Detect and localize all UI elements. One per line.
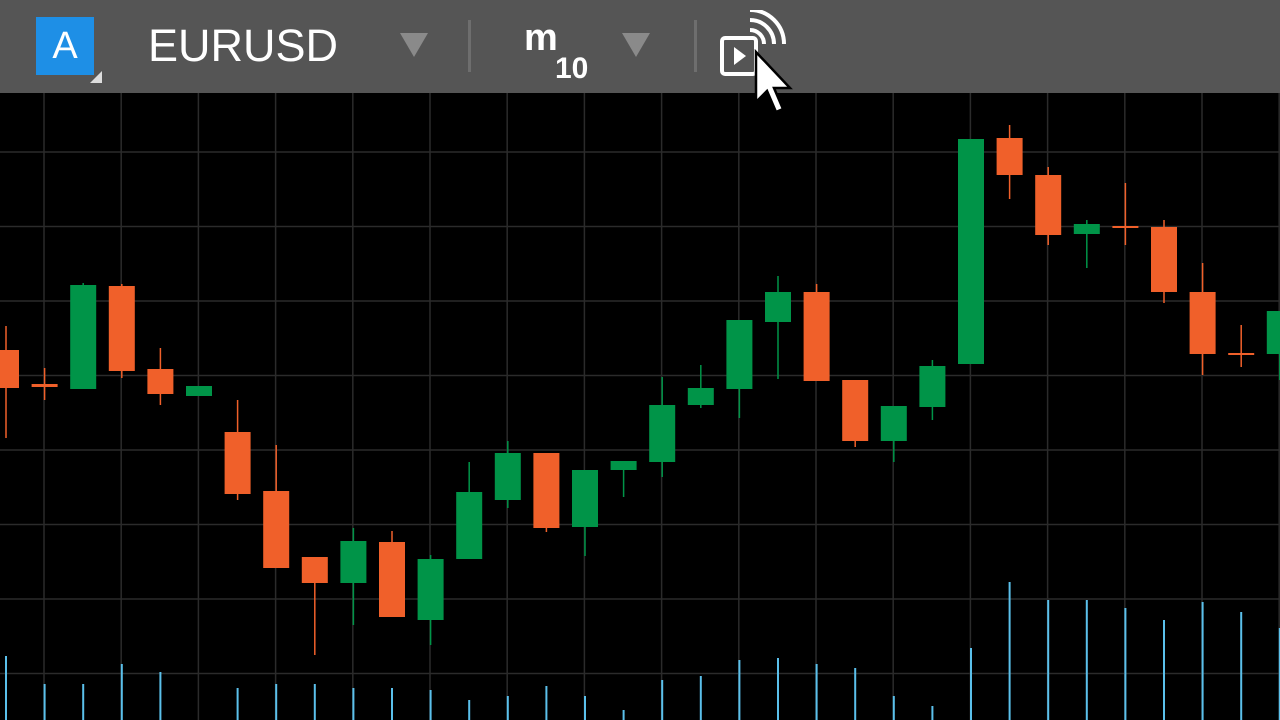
candle-body: [147, 369, 174, 394]
candle-body: [0, 350, 19, 388]
candle-body: [610, 461, 637, 470]
candle-body: [1035, 175, 1062, 235]
candle-body: [494, 453, 521, 500]
candle-body: [765, 292, 791, 322]
candle-body: [456, 492, 483, 559]
candle-body: [263, 491, 290, 568]
toolbar: A EURUSD m 10: [0, 0, 1280, 114]
candle-body: [880, 406, 907, 441]
candle-body: [996, 138, 1023, 175]
candle-body: [301, 557, 328, 583]
timeframe-value[interactable]: 10: [555, 52, 589, 85]
account-button[interactable]: A: [36, 17, 94, 75]
separator: [694, 20, 697, 72]
candle-body: [1266, 311, 1280, 354]
chart: [0, 93, 1280, 720]
symbol-selector[interactable]: EURUSD: [148, 20, 339, 71]
candle-body: [186, 386, 212, 396]
candle-body: [919, 366, 946, 407]
account-corner: [90, 71, 102, 83]
timeframe-dropdown[interactable]: [622, 33, 650, 57]
wave: [749, 18, 776, 45]
play: [734, 47, 746, 65]
candle-body: [379, 542, 405, 617]
candle-body: [224, 432, 251, 494]
candle-body: [1073, 224, 1100, 234]
cursor: [754, 48, 793, 114]
candle-body: [340, 541, 367, 583]
candle-body: [70, 285, 97, 389]
candle-body: [572, 470, 598, 527]
candle-body: [842, 380, 869, 441]
candle-body: [1151, 227, 1177, 292]
symbol-dropdown[interactable]: [400, 33, 428, 57]
candle-body: [1112, 226, 1139, 228]
candle-body: [803, 292, 830, 381]
candle-body: [726, 320, 753, 389]
candle-body: [649, 405, 676, 462]
candle-body: [1189, 292, 1216, 354]
wave: [749, 28, 766, 45]
broadcast-icon[interactable]: [710, 10, 810, 120]
candle-body: [108, 286, 135, 371]
wave: [749, 10, 786, 45]
candle-body: [1228, 353, 1255, 355]
candle-body: [533, 453, 560, 528]
candle-body: [31, 384, 58, 387]
candle-body: [417, 559, 444, 620]
timeframe-unit[interactable]: m: [524, 17, 558, 59]
separator: [468, 20, 471, 72]
candle-body: [958, 139, 984, 364]
candle-body: [687, 388, 714, 405]
